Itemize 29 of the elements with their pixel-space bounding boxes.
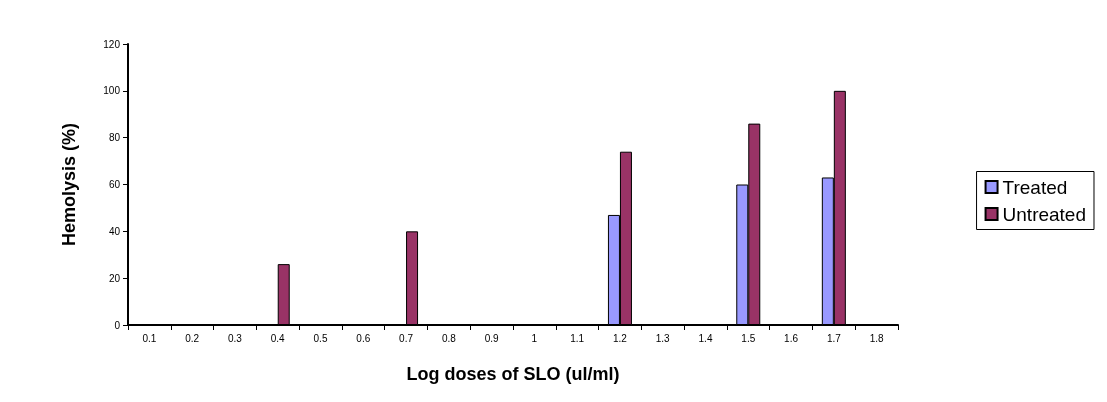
x-tick-label: 1.6 [784,332,799,344]
x-tick-label: 0.5 [313,332,328,344]
x-tick-label: 0.4 [270,332,286,344]
x-tick-label: 0.6 [356,332,371,344]
x-tick-label: 0.3 [227,332,243,344]
x-tick-label: 1.4 [698,332,713,344]
x-tick-label: 0.2 [185,332,200,344]
y-tick-label: 40 [108,225,121,237]
legend-label: Treated [1002,176,1068,198]
x-tick-label: 1.8 [869,332,884,344]
y-tick-label: 60 [108,179,121,190]
x-tick-label: 0.9 [484,332,499,344]
x-tick-label: 0.1 [142,332,157,344]
x-tick-label: 1.1 [570,332,585,344]
y-tick-label: 120 [103,38,121,50]
x-tick-label: 0.7 [399,332,414,344]
x-tick-label: 1.2 [612,332,628,344]
legend-label: Untreated [1002,203,1087,225]
x-tick-label: 1.5 [741,332,756,344]
x-axis-title: Log doses of SLO (ul/ml) [406,364,620,384]
x-tick-label: 1.3 [655,332,671,344]
x-tick-label: 0.8 [441,332,457,344]
y-axis-title: Hemolysis (%) [59,122,79,247]
y-tick-label: 100 [103,85,121,97]
y-tick-label: 0 [114,319,121,331]
y-tick-label: 80 [108,132,121,144]
x-tick-label: 1.7 [826,332,842,344]
x-tick-label: 1 [531,332,538,344]
y-tick-label: 20 [108,272,121,284]
